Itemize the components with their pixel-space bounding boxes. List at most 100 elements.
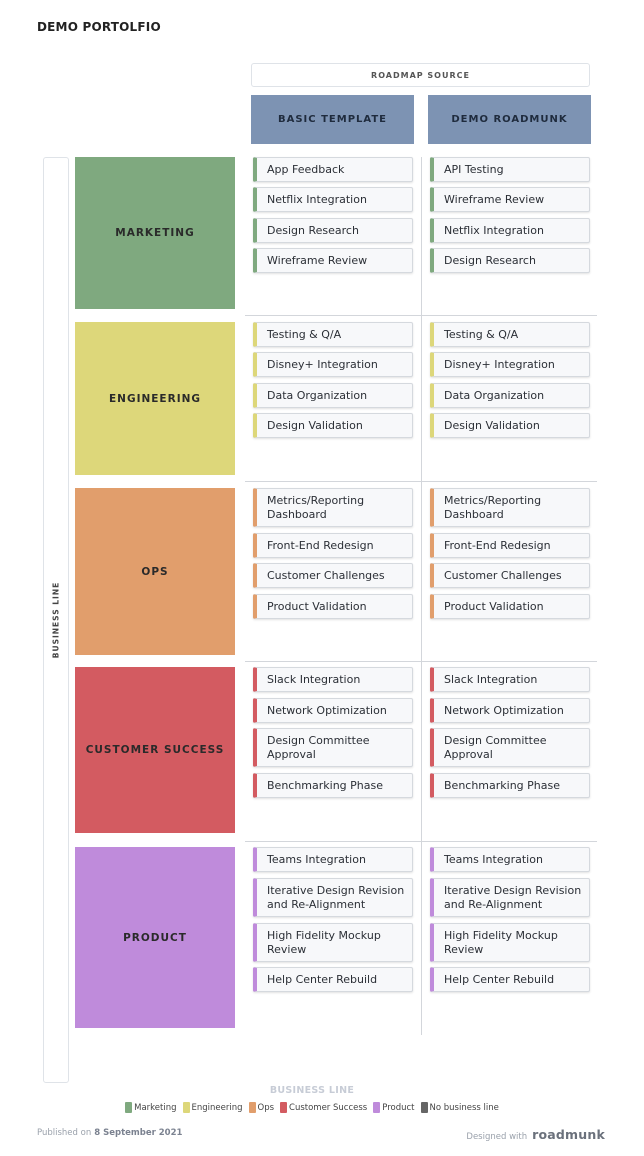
roadmap-item-label: Metrics/Reporting Dashboard	[444, 493, 542, 521]
legend-label: Marketing	[134, 1102, 177, 1113]
roadmap-item-card[interactable]: Design Research	[430, 248, 590, 273]
roadmap-item-card[interactable]: Front-End Redesign	[430, 533, 590, 558]
legend: Marketing Engineering Ops Customer Success P…	[0, 1102, 624, 1113]
legend-item[interactable]: No business line	[420, 1102, 499, 1113]
column-header-demo-roadmunk[interactable]: DEMO ROADMUNK	[428, 95, 591, 144]
roadmap-item-label: High Fidelity Mockup Review	[267, 928, 381, 956]
legend-label: Ops	[257, 1102, 275, 1113]
roadmap-item-card[interactable]: Iterative Design Revision and Re-Alignme…	[253, 878, 413, 917]
roadmap-item-card[interactable]: Front-End Redesign	[253, 533, 413, 558]
published-label: Published on	[37, 1128, 92, 1138]
roadmap-source-header: ROADMAP SOURCE	[251, 63, 590, 87]
row-divider	[245, 841, 597, 842]
roadmap-item-label: Network Optimization	[267, 703, 387, 717]
group-ops[interactable]: OPS	[75, 488, 235, 655]
legend-item[interactable]: Customer Success	[280, 1102, 367, 1113]
roadmap-item-label: Wireframe Review	[444, 192, 545, 206]
roadmap-item-label: Iterative Design Revision and Re-Alignme…	[267, 883, 405, 911]
roadmap-item-card[interactable]: Iterative Design Revision and Re-Alignme…	[430, 878, 590, 917]
roadmap-item-label: API Testing	[444, 162, 504, 176]
column-header-basic-template[interactable]: BASIC TEMPLATE	[251, 95, 414, 144]
roadmap-item-label: Customer Challenges	[444, 568, 562, 582]
roadmap-item-label: Benchmarking Phase	[267, 778, 384, 792]
roadmap-item-label: Slack Integration	[444, 672, 538, 686]
roadmap-item-label: Metrics/Reporting Dashboard	[267, 493, 365, 521]
legend-label: Engineering	[191, 1102, 243, 1113]
roadmap-item-label: High Fidelity Mockup Review	[444, 928, 558, 956]
roadmap-item-card[interactable]: Customer Challenges	[253, 563, 413, 588]
legend-swatch	[280, 1102, 288, 1113]
roadmap-item-card[interactable]: Product Validation	[430, 594, 590, 619]
roadmap-item-card[interactable]: Teams Integration	[253, 847, 413, 872]
legend-swatch	[182, 1102, 190, 1113]
roadmap-item-card[interactable]: Design Committee Approval	[430, 728, 590, 767]
designed-with-label: Designed with	[466, 1132, 528, 1142]
roadmap-item-label: Product Validation	[267, 599, 367, 613]
roadmap-item-card[interactable]: Metrics/Reporting Dashboard	[253, 488, 413, 527]
roadmap-item-label: Wireframe Review	[267, 253, 368, 267]
roadmap-item-label: Benchmarking Phase	[444, 778, 561, 792]
business-line-axis-label: BUSINESS LINE	[51, 581, 61, 659]
group-marketing[interactable]: MARKETING	[75, 157, 235, 309]
roadmap-item-card[interactable]: Help Center Rebuild	[430, 967, 590, 992]
roadmap-item-label: Data Organization	[444, 388, 545, 402]
roadmap-item-card[interactable]: Metrics/Reporting Dashboard	[430, 488, 590, 527]
roadmap-item-card[interactable]: Disney+ Integration	[253, 352, 413, 377]
roadmap-item-card[interactable]: App Feedback	[253, 157, 413, 182]
roadmap-item-card[interactable]: High Fidelity Mockup Review	[253, 923, 413, 962]
legend-item[interactable]: Product	[373, 1102, 415, 1113]
roadmap-item-card[interactable]: Product Validation	[253, 594, 413, 619]
row-divider	[245, 661, 597, 662]
roadmap-item-card[interactable]: Data Organization	[253, 383, 413, 408]
roadmap-item-card[interactable]: Testing & Q/A	[430, 322, 590, 347]
roadmap-item-card[interactable]: Network Optimization	[430, 698, 590, 723]
roadmap-item-card[interactable]: Design Committee Approval	[253, 728, 413, 767]
roadmap-item-label: Help Center Rebuild	[267, 972, 378, 986]
legend-swatch	[420, 1102, 428, 1113]
legend-item[interactable]: Ops	[248, 1102, 275, 1113]
roadmap-item-card[interactable]: Netflix Integration	[430, 218, 590, 243]
roadmap-item-card[interactable]: Design Validation	[253, 413, 413, 438]
designed-with: Designed with roadmunk	[466, 1127, 605, 1142]
roadmap-item-card[interactable]: Wireframe Review	[430, 187, 590, 212]
roadmap-item-card[interactable]: Slack Integration	[253, 667, 413, 692]
roadmap-item-card[interactable]: Design Research	[253, 218, 413, 243]
roadmap-item-card[interactable]: API Testing	[430, 157, 590, 182]
legend-item[interactable]: Marketing	[125, 1102, 177, 1113]
group-product[interactable]: PRODUCT	[75, 847, 235, 1028]
group-customer-success[interactable]: CUSTOMER SUCCESS	[75, 667, 235, 833]
roadmap-item-card[interactable]: Disney+ Integration	[430, 352, 590, 377]
group-engineering[interactable]: ENGINEERING	[75, 322, 235, 475]
column-divider	[421, 157, 422, 1035]
legend-label: No business line	[429, 1102, 499, 1113]
roadmap-item-label: Design Committee Approval	[267, 733, 370, 761]
roadmap-item-card[interactable]: Wireframe Review	[253, 248, 413, 273]
roadmap-item-label: Disney+ Integration	[267, 357, 378, 371]
roadmap-item-card[interactable]: Netflix Integration	[253, 187, 413, 212]
roadmap-item-label: Front-End Redesign	[444, 538, 551, 552]
roadmap-item-card[interactable]: Network Optimization	[253, 698, 413, 723]
roadmap-item-card[interactable]: Slack Integration	[430, 667, 590, 692]
roadmap-item-label: Design Validation	[444, 418, 540, 432]
published-info: Published on 8 September 2021	[37, 1128, 182, 1138]
roadmap-item-card[interactable]: Benchmarking Phase	[430, 773, 590, 798]
roadmap-item-card[interactable]: Data Organization	[430, 383, 590, 408]
roadmap-item-label: Testing & Q/A	[267, 327, 342, 341]
roadmunk-logo[interactable]: roadmunk	[532, 1127, 605, 1142]
legend-item[interactable]: Engineering	[182, 1102, 243, 1113]
legend-label: Customer Success	[289, 1102, 368, 1113]
roadmap-item-label: Iterative Design Revision and Re-Alignme…	[444, 883, 582, 911]
roadmap-item-card[interactable]: High Fidelity Mockup Review	[430, 923, 590, 962]
roadmap-item-label: Teams Integration	[444, 852, 543, 866]
roadmap-item-card[interactable]: Help Center Rebuild	[253, 967, 413, 992]
roadmap-item-card[interactable]: Customer Challenges	[430, 563, 590, 588]
published-date: 8 September 2021	[94, 1128, 183, 1138]
row-divider	[245, 315, 597, 316]
roadmap-item-card[interactable]: Benchmarking Phase	[253, 773, 413, 798]
roadmap-item-card[interactable]: Design Validation	[430, 413, 590, 438]
roadmap-item-label: App Feedback	[267, 162, 345, 176]
roadmap-item-label: Testing & Q/A	[444, 327, 519, 341]
roadmap-item-card[interactable]: Teams Integration	[430, 847, 590, 872]
roadmap-item-card[interactable]: Testing & Q/A	[253, 322, 413, 347]
roadmap-item-label: Network Optimization	[444, 703, 564, 717]
